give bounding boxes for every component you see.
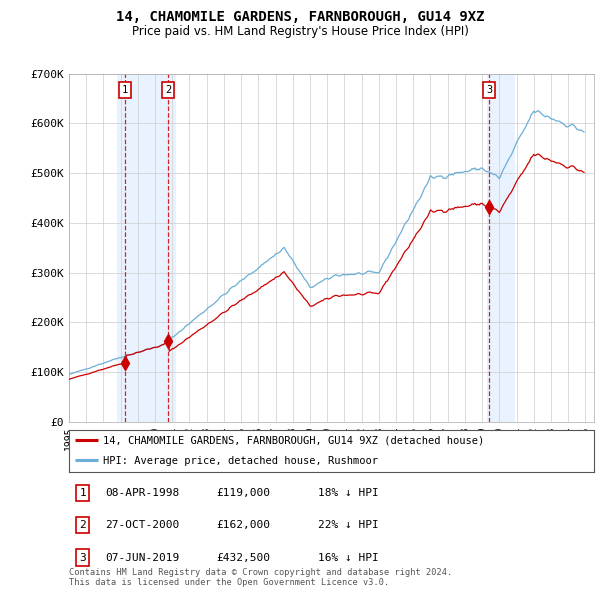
Text: Price paid vs. HM Land Registry's House Price Index (HPI): Price paid vs. HM Land Registry's House … <box>131 25 469 38</box>
Text: 3: 3 <box>486 84 493 94</box>
Text: 27-OCT-2000: 27-OCT-2000 <box>105 520 179 530</box>
Text: 1: 1 <box>122 84 128 94</box>
Text: Contains HM Land Registry data © Crown copyright and database right 2024.
This d: Contains HM Land Registry data © Crown c… <box>69 568 452 587</box>
Text: 14, CHAMOMILE GARDENS, FARNBOROUGH, GU14 9XZ (detached house): 14, CHAMOMILE GARDENS, FARNBOROUGH, GU14… <box>103 435 484 445</box>
Text: 3: 3 <box>79 553 86 562</box>
Text: 2: 2 <box>79 520 86 530</box>
Text: 16% ↓ HPI: 16% ↓ HPI <box>318 553 379 562</box>
Bar <box>117 74 176 422</box>
Text: 1: 1 <box>79 488 86 497</box>
Text: 22% ↓ HPI: 22% ↓ HPI <box>318 520 379 530</box>
Text: £119,000: £119,000 <box>216 488 270 497</box>
Text: 08-APR-1998: 08-APR-1998 <box>105 488 179 497</box>
Text: £162,000: £162,000 <box>216 520 270 530</box>
Text: 18% ↓ HPI: 18% ↓ HPI <box>318 488 379 497</box>
Text: 14, CHAMOMILE GARDENS, FARNBOROUGH, GU14 9XZ: 14, CHAMOMILE GARDENS, FARNBOROUGH, GU14… <box>116 9 484 24</box>
Text: £432,500: £432,500 <box>216 553 270 562</box>
Text: 07-JUN-2019: 07-JUN-2019 <box>105 553 179 562</box>
Text: HPI: Average price, detached house, Rushmoor: HPI: Average price, detached house, Rush… <box>103 456 378 466</box>
Bar <box>487 74 515 422</box>
Text: 2: 2 <box>165 84 171 94</box>
